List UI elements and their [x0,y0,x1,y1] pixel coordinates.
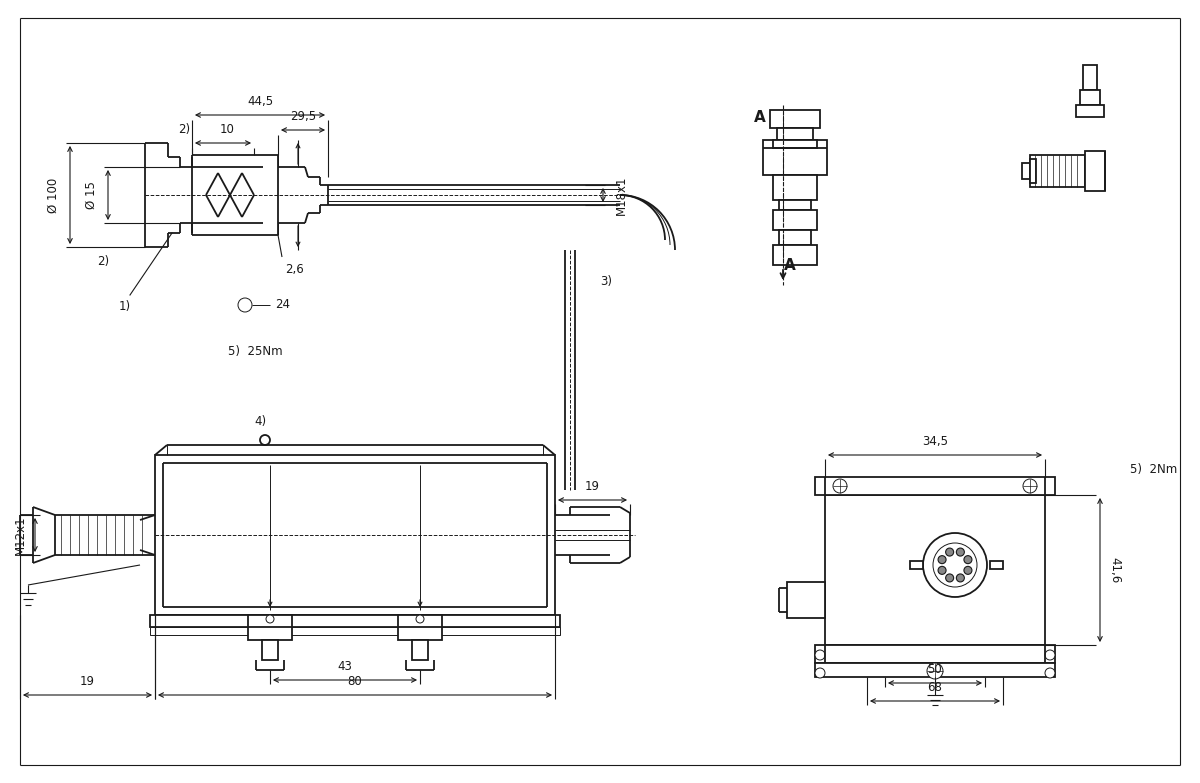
Circle shape [815,668,826,678]
Text: 41,6: 41,6 [1108,557,1121,583]
Text: 44,5: 44,5 [247,95,274,108]
Bar [1030,159,1036,183]
Bar [910,561,923,569]
Text: Ø 15: Ø 15 [85,181,98,209]
Bar [770,110,820,128]
Bar [150,627,560,635]
Text: 3): 3) [600,275,612,288]
Circle shape [964,556,972,564]
Bar [779,230,811,245]
Circle shape [956,574,965,582]
Circle shape [833,479,847,493]
Circle shape [1045,668,1055,678]
Bar [815,645,1055,663]
Text: 34,5: 34,5 [922,435,948,448]
Bar [990,561,1003,569]
Circle shape [928,663,943,679]
Text: 43: 43 [337,660,353,673]
Bar [398,615,442,640]
Circle shape [946,548,954,556]
Text: 19: 19 [80,675,95,688]
Text: 2): 2) [178,123,190,136]
Text: 5)  25Nm: 5) 25Nm [228,345,282,358]
Bar [1085,151,1105,191]
Bar [1076,105,1104,117]
Circle shape [938,556,946,564]
Bar [773,140,817,148]
Bar [763,140,827,175]
Bar [262,640,278,660]
Text: 4): 4) [254,415,266,428]
Bar [1080,90,1100,105]
Bar [826,495,1045,645]
Circle shape [956,548,965,556]
Text: M18x1: M18x1 [616,175,628,215]
Bar [815,477,1055,495]
Bar [150,615,560,627]
Circle shape [1022,479,1037,493]
Bar [412,640,428,660]
Bar [773,245,817,265]
Text: 2,6: 2,6 [286,263,304,276]
Circle shape [938,566,946,575]
Circle shape [934,543,977,587]
Circle shape [266,615,274,623]
Text: Ø 100: Ø 100 [47,178,60,213]
Text: 10: 10 [220,123,234,136]
Bar [778,128,814,140]
Bar [1030,155,1085,187]
Text: A: A [784,258,796,272]
Circle shape [946,574,954,582]
Bar [248,615,292,640]
Bar [815,663,1055,677]
Circle shape [260,435,270,445]
Bar [787,582,826,618]
Text: A: A [754,110,766,124]
Bar [773,175,817,200]
Bar [155,455,554,615]
Circle shape [238,298,252,312]
Text: 24: 24 [275,298,290,312]
Bar [773,210,817,230]
Text: 19: 19 [586,480,600,493]
Text: 80: 80 [348,675,362,688]
Text: 50: 50 [928,663,942,676]
Bar [1084,65,1097,90]
Text: 5)  2Nm: 5) 2Nm [1130,464,1177,477]
Circle shape [923,533,986,597]
Circle shape [964,566,972,575]
Circle shape [1045,650,1055,660]
Text: 29,5: 29,5 [290,110,316,123]
Text: 1): 1) [119,300,131,313]
Text: 2): 2) [97,255,109,268]
Bar [1022,163,1030,179]
Circle shape [416,615,424,623]
Bar [779,200,811,210]
Circle shape [815,650,826,660]
Text: 68: 68 [928,681,942,694]
Text: M12x1: M12x1 [14,515,28,555]
